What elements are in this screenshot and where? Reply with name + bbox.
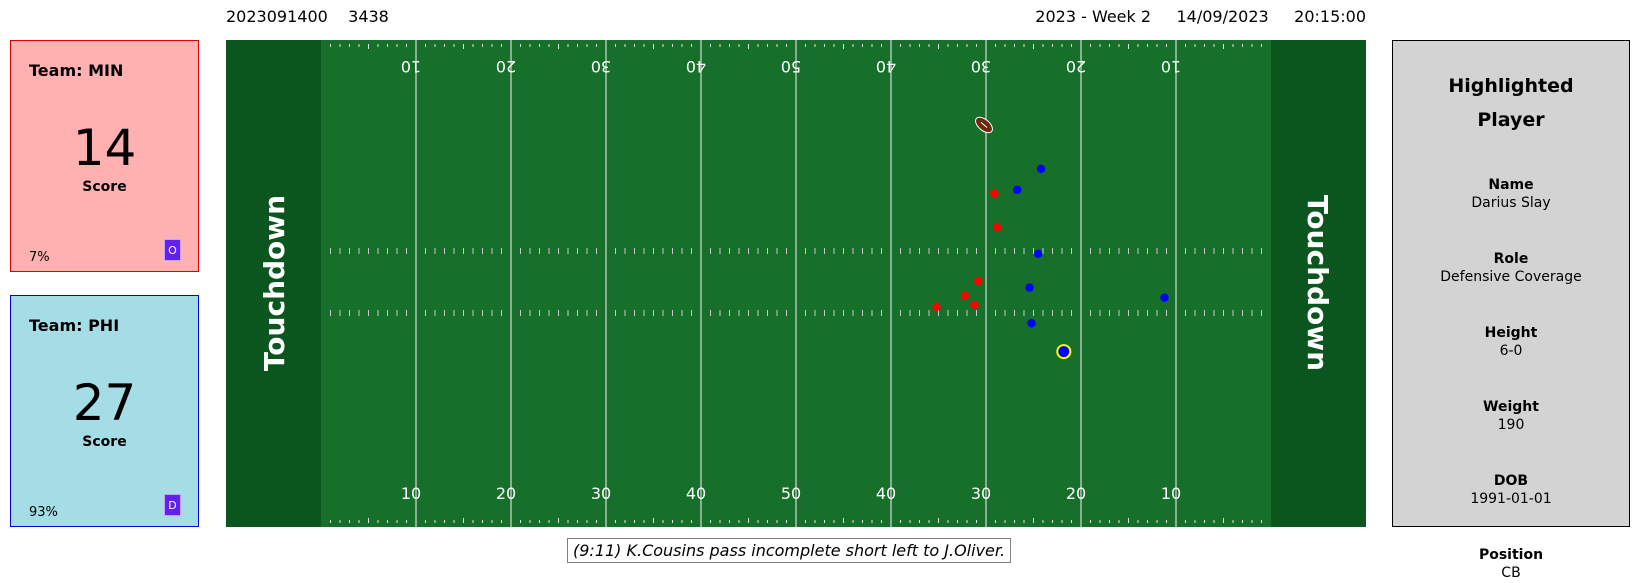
yard-number-inverted: 50 [781, 57, 801, 76]
endzone-right [1271, 40, 1366, 527]
play-description: (9:11) K.Cousins pass incomplete short l… [567, 538, 1012, 563]
yard-lines [330, 40, 1262, 527]
defense-player-marker [1036, 164, 1046, 174]
attr-value: 190 [1497, 417, 1525, 433]
yard-number: 10 [1161, 484, 1181, 503]
player-name: Name Darius Slay [1393, 177, 1629, 213]
defense-player-marker [1013, 185, 1022, 195]
attr-label: Weight [1483, 399, 1539, 415]
offense-player-marker [932, 302, 941, 311]
attr-value: 6-0 [1499, 343, 1523, 359]
team-name: Team: PHI [29, 316, 120, 335]
attr-value: Defensive Coverage [1440, 269, 1582, 285]
endzone-left-label: Touchdown [258, 195, 291, 371]
yard-number-inverted: 10 [401, 57, 421, 76]
football-shape [975, 116, 993, 134]
attr-label: Position [1478, 547, 1544, 563]
game-id: 2023091400 [226, 7, 328, 26]
offense-player-marker [993, 223, 1002, 232]
player-dob: DOB 1991-01-01 [1393, 473, 1629, 509]
yard-number: 30 [591, 484, 611, 503]
team-score: 27 [72, 374, 137, 432]
score-label: Score [82, 434, 127, 450]
players-layer [932, 164, 1169, 360]
yard-number-inverted: 20 [1066, 57, 1086, 76]
panel-title: Highlighted Player [1393, 69, 1629, 137]
game-time: 20:15:00 [1294, 7, 1366, 26]
player-height: Height 6-0 [1393, 325, 1629, 361]
win-probability: 93% [29, 505, 58, 520]
team-card-phi: Team: PHI 27 Score 93% D [10, 295, 199, 527]
yard-number: 20 [496, 484, 516, 503]
win-probability: 7% [29, 250, 50, 265]
player-role: Role Defensive Coverage [1393, 251, 1629, 287]
highlighted-player-marker [1056, 344, 1072, 360]
defense-player-marker [1033, 249, 1043, 259]
play-id: 3438 [348, 7, 389, 26]
attr-label: Name [1488, 177, 1534, 193]
game-datetime: 2023 - Week 2 14/09/2023 20:15:00 [1035, 7, 1366, 26]
yard-number: 50 [781, 484, 801, 503]
attr-label: Height [1484, 325, 1538, 341]
panel-title-line1: Highlighted [1448, 75, 1574, 97]
attr-label: DOB [1493, 473, 1529, 489]
team-name: Team: MIN [29, 61, 124, 80]
football-icon [975, 116, 993, 134]
yard-number-inverted: 10 [1161, 57, 1181, 76]
attr-value: 1991-01-01 [1470, 491, 1552, 507]
player-position: Position CB [1393, 547, 1629, 583]
offense-player-marker [970, 300, 979, 310]
football-field: 10 10 20 20 30 30 40 40 50 50 40 40 30 30 20 20 10 10 Tou… [226, 40, 1366, 527]
game-info: 2023091400 3438 [226, 7, 389, 26]
yard-numbers: 10 10 20 20 30 30 40 40 50 50 40 40 30 30 20 20 10 10 [401, 57, 1181, 503]
yard-number-inverted: 40 [876, 57, 896, 76]
season-week: 2023 - Week 2 [1035, 7, 1152, 26]
football-lace [980, 122, 988, 128]
possession-badge: D [164, 494, 181, 516]
game-date: 14/09/2023 [1176, 7, 1269, 26]
team-card-min: Team: MIN 14 Score 7% O [10, 40, 199, 272]
yard-number-inverted: 30 [971, 57, 991, 76]
defense-player-marker [1027, 319, 1036, 328]
player-weight: Weight 190 [1393, 399, 1629, 435]
yard-number-inverted: 40 [686, 57, 706, 76]
yard-number-inverted: 20 [496, 57, 516, 76]
yard-number: 30 [971, 484, 991, 503]
offense-player-marker [960, 291, 970, 301]
yard-number: 10 [401, 484, 421, 503]
attr-value: Darius Slay [1471, 195, 1551, 211]
endzone-left [226, 40, 321, 527]
yard-number-inverted: 30 [591, 57, 611, 76]
team-score: 14 [72, 119, 137, 177]
endzone-right-label: Touchdown [1301, 195, 1334, 371]
attr-label: Role [1493, 251, 1529, 267]
attr-value: CB [1501, 565, 1521, 581]
yard-number: 40 [876, 484, 896, 503]
yard-number: 20 [1066, 484, 1086, 503]
score-label: Score [82, 179, 127, 195]
defense-player-marker [1160, 293, 1169, 302]
defense-player-marker [1025, 283, 1034, 292]
possession-badge: O [164, 239, 181, 261]
offense-player-marker [974, 277, 983, 286]
offense-player-marker [990, 189, 999, 198]
yard-number: 40 [686, 484, 706, 503]
panel-title-line2: Player [1477, 109, 1545, 131]
highlighted-player-panel: Highlighted Player Name Darius Slay Role… [1392, 40, 1630, 581]
